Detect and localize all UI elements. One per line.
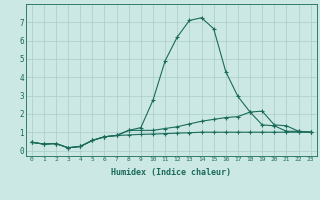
X-axis label: Humidex (Indice chaleur): Humidex (Indice chaleur) bbox=[111, 168, 231, 177]
